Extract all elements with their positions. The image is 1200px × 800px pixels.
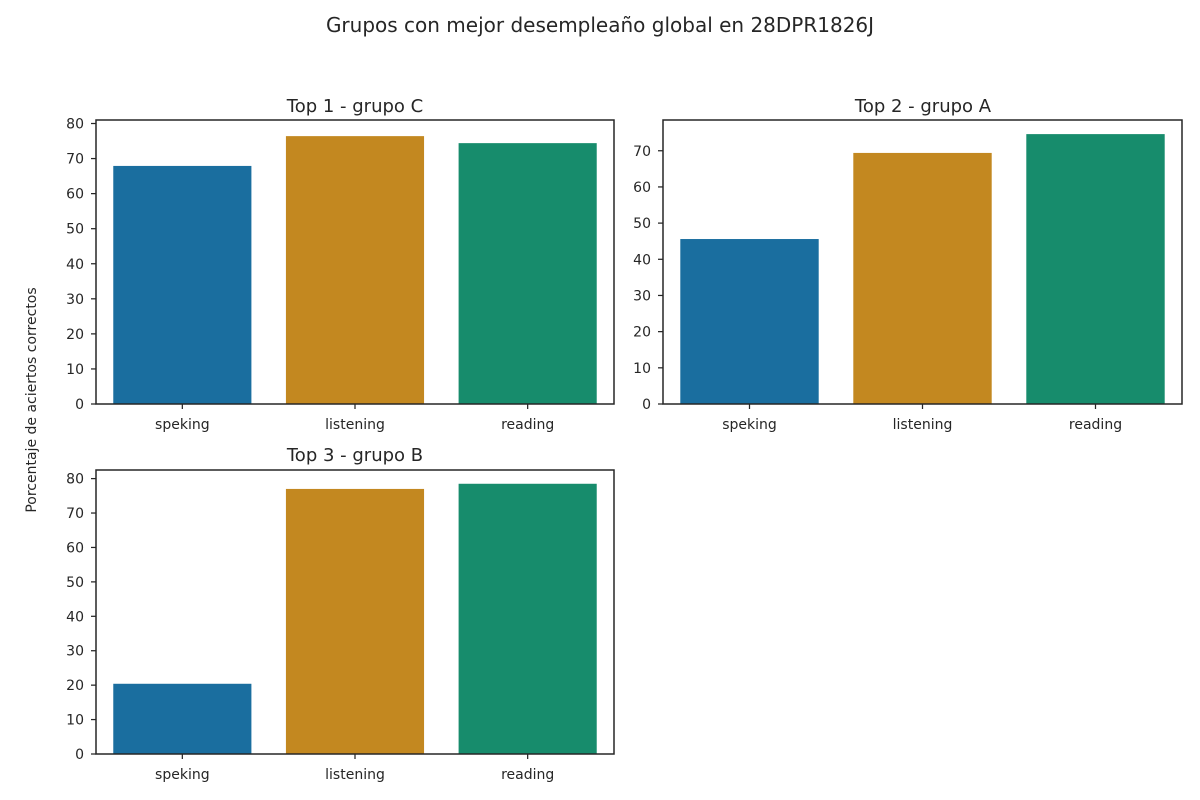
subplot-title: Top 2 - grupo A xyxy=(854,96,992,117)
bar-speking xyxy=(113,683,252,754)
y-tick-label: 50 xyxy=(633,216,651,232)
x-tick-label: listening xyxy=(325,417,385,433)
y-tick-label: 20 xyxy=(66,327,84,343)
axes-frame xyxy=(662,119,1183,405)
y-tick-label: 0 xyxy=(75,747,84,763)
figure-title: Grupos con mejor desempleaño global en 2… xyxy=(326,13,874,37)
x-tick-label: reading xyxy=(501,417,554,433)
y-tick-label: 10 xyxy=(66,713,84,729)
y-axis-label: Porcentaje de aciertos correctos xyxy=(24,287,40,512)
y-tick-label: 70 xyxy=(66,506,84,522)
bar-reading xyxy=(458,143,597,404)
y-tick-label: 70 xyxy=(633,144,651,160)
axes-frame xyxy=(95,119,615,405)
y-tick-label: 80 xyxy=(66,117,84,133)
bar-speking xyxy=(113,165,252,404)
y-tick-label: 40 xyxy=(66,609,84,625)
y-tick-label: 60 xyxy=(633,180,651,196)
subplot-top-3: Top 3 - grupo B speking listening reading 0… xyxy=(66,445,615,783)
subplot-title: Top 1 - grupo C xyxy=(286,96,423,117)
bar-reading xyxy=(1026,134,1165,405)
subplot-top-1: Top 1 - grupo C speking listening reading 0… xyxy=(66,96,615,433)
y-tick-label: 30 xyxy=(66,292,84,308)
y-tick-label: 20 xyxy=(66,678,84,694)
y-tick-label: 40 xyxy=(633,252,651,268)
subplot-title: Top 3 - grupo B xyxy=(286,445,423,466)
y-tick-label: 30 xyxy=(66,644,84,660)
bar-listening xyxy=(853,152,992,404)
y-tick-label: 10 xyxy=(66,362,84,378)
bar-reading xyxy=(458,483,597,754)
x-tick-label: speking xyxy=(155,767,210,783)
x-tick-label: speking xyxy=(722,417,777,433)
y-tick-label: 50 xyxy=(66,575,84,591)
y-tick-label: 0 xyxy=(642,397,651,413)
y-tick-label: 70 xyxy=(66,152,84,168)
x-tick-label: listening xyxy=(325,767,385,783)
subplot-top-2: Top 2 - grupo A speking listening reading 0… xyxy=(633,96,1183,433)
bar-listening xyxy=(285,488,425,754)
y-tick-label: 60 xyxy=(66,187,84,203)
x-tick-label: reading xyxy=(1069,417,1122,433)
bar-listening xyxy=(285,136,425,404)
x-tick-label: speking xyxy=(155,417,210,433)
y-tick-label: 10 xyxy=(633,361,651,377)
axes-frame xyxy=(95,469,615,755)
y-tick-label: 80 xyxy=(66,472,84,488)
y-tick-label: 60 xyxy=(66,540,84,556)
x-tick-label: listening xyxy=(893,417,953,433)
x-tick-label: reading xyxy=(501,767,554,783)
y-tick-label: 30 xyxy=(633,288,651,304)
y-tick-label: 40 xyxy=(66,257,84,273)
y-tick-label: 20 xyxy=(633,325,651,341)
bar-speking xyxy=(680,239,819,404)
y-tick-label: 0 xyxy=(75,397,84,413)
y-tick-label: 50 xyxy=(66,222,84,238)
